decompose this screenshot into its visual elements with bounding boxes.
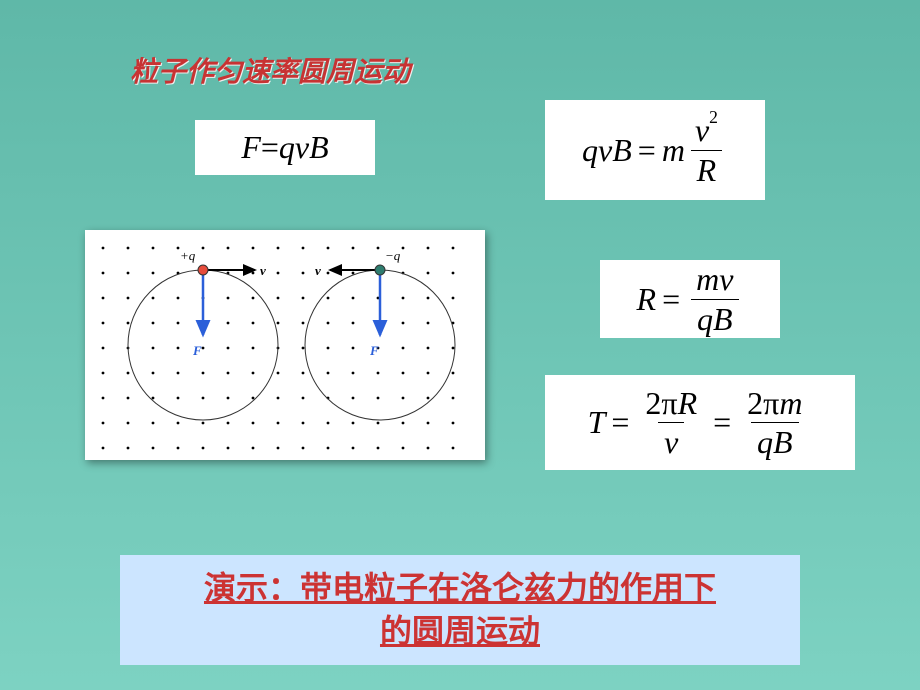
svg-text:−q: −q	[385, 248, 401, 263]
equation-radius: R = mv qB	[600, 260, 780, 338]
sym-eq: =	[662, 281, 680, 318]
svg-text:F: F	[369, 343, 379, 358]
svg-text:v: v	[260, 263, 266, 278]
sym-pi: π	[661, 385, 677, 421]
sym-pi: π	[763, 385, 779, 421]
sym-v: v	[695, 112, 709, 148]
sym-2: 2	[645, 385, 661, 421]
fraction-v2-R: v2 R	[689, 111, 724, 189]
sym-eq: =	[713, 404, 731, 441]
sym-m: m	[696, 261, 719, 297]
sym-B: B	[612, 132, 632, 169]
callout-text: 演示：带电粒子在洛仑兹力的作用下 的圆周运动	[140, 567, 780, 653]
sym-eq: =	[638, 132, 656, 169]
sym-v: v	[295, 129, 309, 166]
fraction-mv-qB: mv qB	[690, 260, 739, 338]
sym-q: q	[582, 132, 598, 169]
sym-R: R	[637, 281, 657, 318]
sym-v: v	[658, 422, 684, 461]
demo-callout[interactable]: 演示：带电粒子在洛仑兹力的作用下 的圆周运动	[120, 555, 800, 665]
sym-B: B	[309, 129, 329, 166]
sym-q: q	[279, 129, 295, 166]
callout-line1: 演示：带电粒子在洛仑兹力的作用下	[204, 570, 716, 606]
sym-v: v	[719, 261, 733, 297]
callout-line2: 的圆周运动	[380, 613, 540, 649]
sym-exp2: 2	[709, 107, 718, 127]
sym-m: m	[779, 385, 802, 421]
equation-lorentz-force: F = q v B	[195, 120, 375, 175]
sym-2: 2	[747, 385, 763, 421]
svg-text:+q: +q	[180, 248, 196, 263]
sym-F: F	[241, 129, 261, 166]
sym-m: m	[662, 132, 685, 169]
sym-q: q	[697, 301, 713, 337]
equation-centripetal: q v B = m v2 R	[545, 100, 765, 200]
sym-B: B	[773, 424, 793, 460]
diagram-circular-motion: v v F F +q −q	[85, 230, 485, 460]
svg-text:v: v	[315, 263, 321, 278]
sym-v: v	[598, 132, 612, 169]
fraction-2pim-qB: 2πm qB	[741, 384, 808, 462]
sym-B: B	[713, 301, 733, 337]
slide-title: 粒子作匀速率圆周运动	[130, 50, 410, 90]
sym-eq: =	[261, 129, 279, 166]
diagram-svg: v v F F +q −q	[85, 230, 485, 460]
sym-eq: =	[611, 404, 629, 441]
sym-R: R	[678, 385, 698, 421]
sym-R: R	[691, 150, 723, 189]
sym-q: q	[757, 424, 773, 460]
equation-period: T = 2πR v = 2πm qB	[545, 375, 855, 470]
fraction-2piR-v: 2πR v	[639, 384, 703, 462]
svg-text:F: F	[192, 343, 202, 358]
sym-T: T	[588, 404, 606, 441]
